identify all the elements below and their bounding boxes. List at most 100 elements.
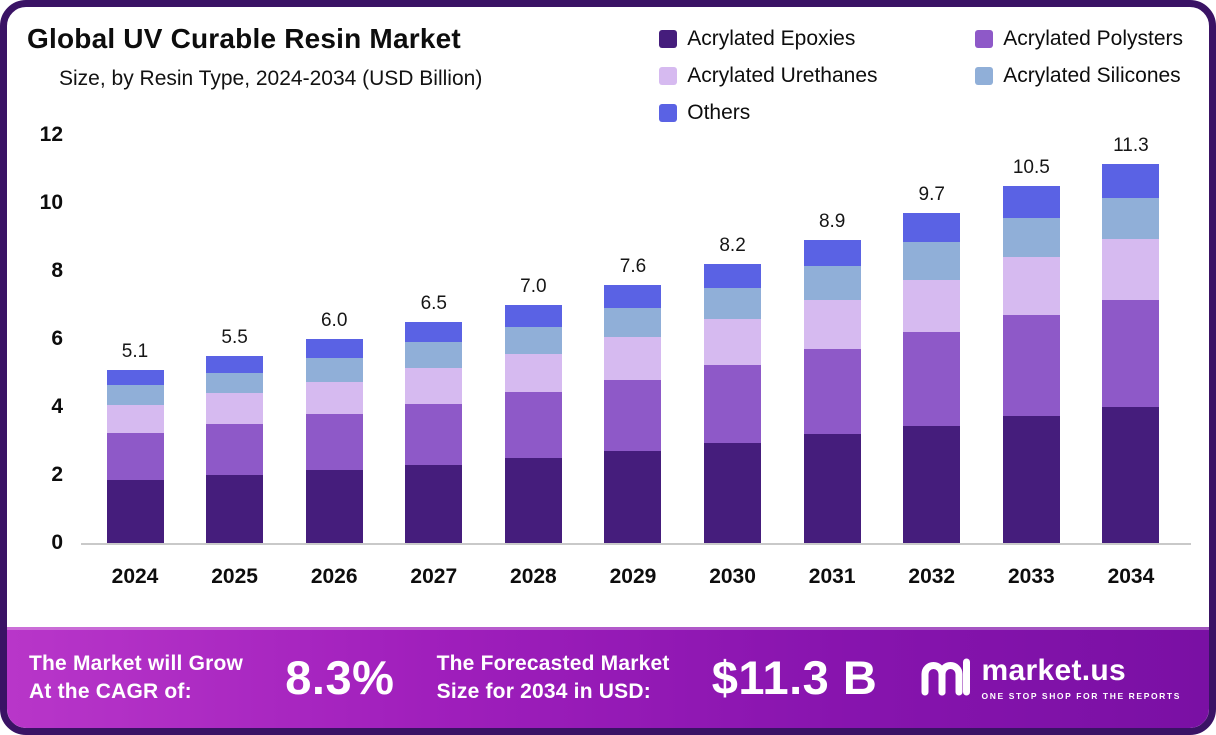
- bar-segment-acrylated-polysters: [106, 432, 164, 481]
- forecast-value: $11.3 B: [711, 651, 878, 704]
- chart-title: Global UV Curable Resin Market: [27, 23, 461, 54]
- bar-stack: 9.7: [884, 135, 980, 543]
- bar-total-label: 6.0: [320, 310, 348, 332]
- bar-segment-acrylated-urethanes: [305, 381, 363, 414]
- bar-stack: 8.9: [784, 135, 880, 543]
- bar-segment-acrylated-epoxies: [206, 475, 264, 543]
- bar-segment-acrylated-polysters: [405, 403, 463, 465]
- y-tick-label: 0: [51, 531, 63, 554]
- bar-segment-acrylated-polysters: [206, 424, 264, 475]
- bar-column-2027: 6.5 2027: [386, 135, 482, 627]
- legend-item-3: Acrylated Urethanes: [659, 64, 959, 88]
- bar-column-2026: 6.0 2026: [286, 135, 382, 627]
- y-tick-label: 10: [39, 191, 63, 214]
- bar-total-label: 8.2: [719, 235, 746, 257]
- y-tick-label: 6: [51, 327, 63, 350]
- bar-stack: 7.6: [585, 135, 681, 543]
- legend-swatch: [659, 30, 678, 48]
- bar-segment-acrylated-silicones: [803, 265, 861, 300]
- x-axis-label: 2024: [111, 565, 159, 588]
- forecast-label-line1: The Forecasted Market: [436, 651, 670, 675]
- bar-segment-acrylated-urethanes: [1102, 239, 1160, 300]
- bar-total-label: 7.6: [619, 255, 647, 277]
- bar-segment-acrylated-polysters: [504, 391, 562, 458]
- bar-stack: 5.1: [87, 135, 183, 543]
- legend-label: Acrylated Silicones: [1003, 64, 1181, 87]
- chart-header: Global UV Curable Resin Market Size, by …: [21, 23, 1191, 125]
- bar-column-2025: 5.5 2025: [187, 135, 283, 627]
- bar-total-label: 11.3: [1113, 135, 1149, 157]
- bar-segment-acrylated-epoxies: [704, 442, 762, 543]
- bar-segment-acrylated-silicones: [106, 384, 164, 406]
- chart-subtitle: Size, by Resin Type, 2024-2034 (USD Bill…: [59, 67, 483, 90]
- legend-swatch: [659, 104, 678, 122]
- bar-segment-others: [405, 322, 463, 343]
- legend-label: Acrylated Urethanes: [687, 64, 878, 87]
- bar-column-2028: 7.0 2028: [485, 135, 581, 627]
- bar-segment-acrylated-epoxies: [604, 451, 662, 543]
- bar-segment-acrylated-silicones: [504, 327, 562, 355]
- bar-segment-acrylated-silicones: [1002, 218, 1060, 258]
- bar-segment-acrylated-epoxies: [1102, 407, 1160, 543]
- x-axis-label: 2034: [1107, 565, 1155, 588]
- bar-column-2031: 8.9 2031: [784, 135, 880, 627]
- bar-segment-acrylated-silicones: [405, 342, 463, 368]
- cagr-label-line1: The Market will Grow: [29, 651, 244, 675]
- legend-swatch: [975, 67, 994, 85]
- bar-segment-acrylated-urethanes: [903, 279, 961, 333]
- y-tick-label: 8: [51, 259, 63, 282]
- bar-column-2032: 9.7 2032: [884, 135, 980, 627]
- legend-swatch: [975, 30, 994, 48]
- bar-segment-acrylated-polysters: [1102, 299, 1160, 408]
- x-axis-label: 2031: [808, 565, 856, 588]
- bar-segment-others: [305, 339, 363, 358]
- bar-segment-acrylated-epoxies: [405, 464, 463, 543]
- legend-swatch: [659, 67, 678, 85]
- bar-segment-acrylated-silicones: [305, 357, 363, 382]
- bar-segment-acrylated-urethanes: [704, 318, 762, 365]
- bar-segment-others: [803, 240, 861, 266]
- y-axis: 0 2 4 6 8 10 12: [21, 123, 81, 554]
- bar-column-2024: 5.1 2024: [87, 135, 183, 627]
- x-axis-label: 2029: [609, 565, 657, 588]
- bar-segment-others: [704, 264, 762, 289]
- legend-item-2: Acrylated Polysters: [975, 27, 1183, 51]
- marketus-logo: market.us ONE STOP SHOP FOR THE REPORTS: [920, 652, 1181, 703]
- cagr-label: The Market will Grow At the CAGR of:: [29, 650, 243, 705]
- bar-segment-others: [1002, 186, 1060, 219]
- bar-stack: 11.3: [1083, 135, 1179, 543]
- bar-segment-acrylated-urethanes: [604, 337, 662, 380]
- bar-segment-acrylated-polysters: [604, 379, 662, 452]
- bar-column-2034: 11.3 2034: [1083, 135, 1179, 627]
- x-axis-label: 2025: [211, 565, 258, 588]
- bar-total-label: 6.5: [420, 293, 447, 315]
- bar-stack: 5.5: [187, 135, 283, 543]
- bottom-banner: The Market will Grow At the CAGR of: 8.3…: [7, 627, 1209, 728]
- bar-segment-acrylated-silicones: [206, 373, 264, 394]
- bar-total-label: 7.0: [520, 276, 547, 298]
- bar-segment-acrylated-silicones: [604, 308, 662, 338]
- legend-label: Acrylated Epoxies: [687, 27, 856, 50]
- x-axis-label: 2026: [310, 565, 358, 588]
- bar-segment-acrylated-epoxies: [106, 480, 164, 543]
- x-axis-label: 2027: [410, 565, 458, 588]
- title-block: Global UV Curable Resin Market Size, by …: [21, 23, 482, 91]
- bar-segment-acrylated-urethanes: [1002, 257, 1060, 316]
- plot-area: 0 2 4 6 8 10 12 5.1 2024 5.5 2025 6.0 2026 6.5 2027 7.…: [21, 123, 1191, 627]
- bar-column-2033: 10.5 2033: [983, 135, 1079, 627]
- bar-total-label: 8.9: [818, 211, 846, 233]
- marketus-logo-tagline: ONE STOP SHOP FOR THE REPORTS: [981, 691, 1181, 701]
- y-tick-label: 4: [51, 395, 63, 418]
- forecast-label: The Forecasted Market Size for 2034 in U…: [437, 650, 670, 705]
- bar-segment-acrylated-polysters: [903, 332, 961, 426]
- legend-label: Acrylated Polysters: [1003, 27, 1183, 50]
- bar-stack: 6.0: [286, 135, 382, 543]
- bar-segment-acrylated-epoxies: [504, 458, 562, 543]
- bar-segment-others: [903, 213, 961, 243]
- bar-segment-acrylated-polysters: [803, 349, 861, 435]
- bar-segment-acrylated-epoxies: [305, 469, 363, 543]
- x-axis-label: 2032: [908, 565, 956, 588]
- bar-stack: 7.0: [485, 135, 581, 543]
- bar-total-label: 5.5: [221, 327, 248, 349]
- x-axis-label: 2033: [1007, 565, 1055, 588]
